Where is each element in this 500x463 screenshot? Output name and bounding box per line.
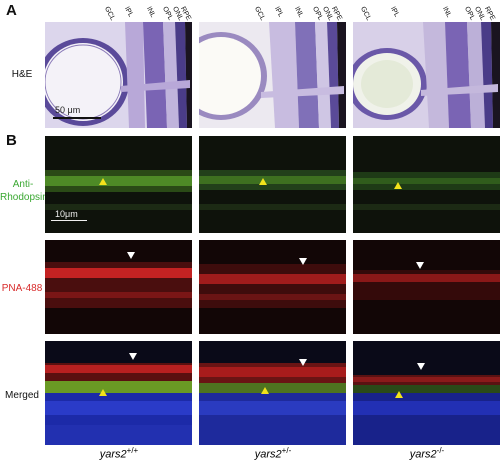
genotype-sup: +/+	[126, 446, 139, 455]
pna-image-heterozygous	[199, 240, 346, 334]
genotype-label-knockout: yars2-/-	[352, 446, 500, 461]
genotype-sup: +/-	[281, 446, 292, 455]
rho-image-wildtype	[45, 136, 192, 233]
panel-label-a: A	[6, 2, 17, 19]
white-arrowhead	[417, 363, 425, 370]
white-arrowhead	[299, 359, 307, 366]
anti-rho-line1: Anti-	[12, 179, 34, 190]
layer-label-inl: INL	[293, 5, 305, 19]
yellow-arrowhead	[99, 178, 107, 185]
fluor-scale-text: 10μm	[55, 209, 78, 219]
yellow-arrowhead	[261, 387, 269, 394]
anti-rho-line2: Rhodopsin	[0, 192, 48, 203]
genotype-base: yars2	[254, 448, 282, 461]
row-label-merged: Merged	[5, 390, 39, 401]
yellow-arrowhead	[99, 389, 107, 396]
he-tile-knockout	[353, 22, 500, 128]
pna-tile-wildtype	[45, 240, 192, 334]
yellow-arrowhead	[394, 182, 402, 189]
rho-tile-knockout	[353, 136, 500, 233]
white-arrowhead	[127, 252, 135, 259]
pna-image-knockout	[353, 240, 500, 334]
merged-image-heterozygous	[199, 341, 346, 445]
rho-tile-heterozygous	[199, 136, 346, 233]
row-label-anti-rhodopsin: Anti- Rhodopsin	[0, 178, 48, 204]
pna-image-wildtype	[45, 240, 192, 334]
genotype-base: yars2	[409, 448, 437, 461]
layer-label-ipl: IPL	[123, 5, 135, 19]
white-arrowhead	[129, 353, 137, 360]
layer-label-rpe: RPE	[483, 5, 496, 22]
pna-tile-knockout	[353, 240, 500, 334]
genotype-label-heterozygous: yars2+/-	[198, 446, 348, 461]
yellow-arrowhead	[259, 178, 267, 185]
pna-tile-heterozygous	[199, 240, 346, 334]
merged-tile-knockout	[353, 341, 500, 445]
white-arrowhead	[299, 258, 307, 265]
layer-label-ipl: IPL	[389, 5, 401, 19]
panel-label-b: B	[6, 132, 17, 149]
layer-label-ipl: IPL	[273, 5, 285, 19]
layer-label-gcl: GCL	[253, 5, 266, 22]
genotype-base: yars2	[99, 448, 127, 461]
rho-image-knockout	[353, 136, 500, 233]
layer-label-inl: INL	[145, 5, 157, 19]
merged-tile-heterozygous	[199, 341, 346, 445]
he-tile-heterozygous	[199, 22, 346, 128]
white-arrowhead	[416, 262, 424, 269]
layer-label-inl: INL	[441, 5, 453, 19]
he-scale-text: 50 μm	[55, 105, 81, 115]
yellow-arrowhead	[395, 391, 403, 398]
genotype-sup: -/-	[436, 446, 445, 455]
row-label-he: H&E	[11, 69, 33, 80]
layer-label-gcl: GCL	[103, 5, 116, 22]
row-label-pna-488: PNA-488	[1, 283, 43, 294]
rho-tile-wildtype: 10μm	[45, 136, 192, 233]
genotype-label-wildtype: yars2+/+	[44, 446, 194, 461]
he-image-wildtype	[45, 22, 192, 128]
layer-label-gcl: GCL	[359, 5, 372, 22]
fluor-scale-bar	[51, 220, 87, 221]
he-image-knockout	[353, 22, 500, 128]
merged-image-knockout	[353, 341, 500, 445]
merged-tile-wildtype	[45, 341, 192, 445]
he-scale-bar	[53, 117, 101, 119]
he-tile-wildtype: 50 μm	[45, 22, 192, 128]
merged-image-wildtype	[45, 341, 192, 445]
rho-image-heterozygous	[199, 136, 346, 233]
he-image-heterozygous	[199, 22, 346, 128]
